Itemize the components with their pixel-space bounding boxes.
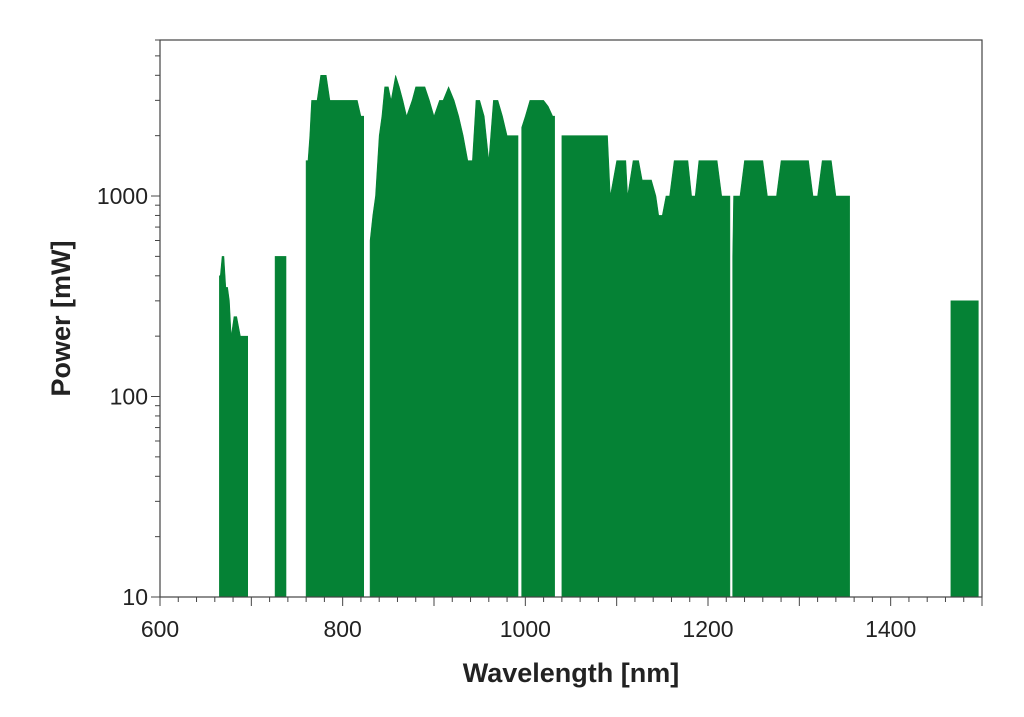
x-tick-label: 600 (141, 616, 179, 642)
tick-labels: 600 800 1000 1200 1400 10 100 1000 (97, 183, 916, 642)
power-band-5 (521, 100, 555, 598)
power-band-1 (219, 256, 248, 598)
power-band-4 (369, 75, 519, 598)
x-tick-label: 1400 (865, 616, 916, 642)
power-band-7 (732, 160, 850, 598)
plot-frame (159, 39, 983, 598)
x-tick-label: 800 (323, 616, 361, 642)
y-tick-label: 10 (122, 584, 148, 610)
y-tick-label: 100 (110, 384, 148, 410)
y-axis-label: Power [mW] (46, 240, 76, 396)
power-band-2 (274, 256, 287, 598)
x-axis-label: Wavelength [nm] (463, 658, 680, 688)
x-tick-label: 1200 (682, 616, 733, 642)
power-band-8 (950, 300, 979, 598)
x-tick-label: 1000 (500, 616, 551, 642)
power-bands (219, 75, 979, 598)
y-tick-label: 1000 (97, 183, 148, 209)
power-band-6 (561, 135, 731, 598)
power-band-3 (305, 75, 364, 598)
axis-ticks (151, 39, 983, 606)
